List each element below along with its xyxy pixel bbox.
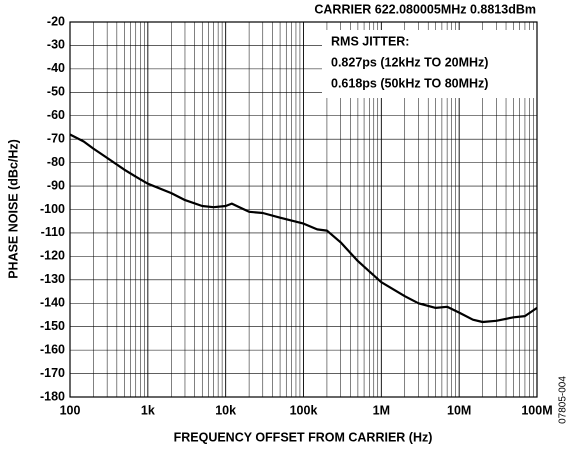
y-tick-label: -120 <box>40 249 65 263</box>
y-tick-label: -30 <box>47 38 65 52</box>
y-tick-label: -70 <box>47 131 65 145</box>
x-tick-label: 1M <box>373 403 390 417</box>
y-tick-label: -50 <box>47 85 65 99</box>
x-tick-label: 100 <box>60 403 81 417</box>
y-tick-label: -140 <box>40 296 65 310</box>
y-tick-label: -110 <box>41 225 65 239</box>
x-axis-label: FREQUENCY OFFSET FROM CARRIER (Hz) <box>174 430 433 444</box>
x-tick-label: 100M <box>521 403 552 417</box>
y-tick-label: -160 <box>40 342 65 356</box>
y-tick-label: -150 <box>40 319 65 333</box>
y-tick-label: -100 <box>40 202 65 216</box>
y-tick-label: -130 <box>40 272 65 286</box>
annotation: 0.827ps (12kHz TO 20MHz) <box>331 55 488 69</box>
x-tick-label: 10M <box>447 403 471 417</box>
y-tick-label: -180 <box>40 389 65 403</box>
y-tick-label: -80 <box>47 155 65 169</box>
annotation-box <box>322 30 537 98</box>
y-tick-label: -90 <box>47 178 65 192</box>
y-tick-label: -170 <box>40 366 65 380</box>
figure-id: 07805-004 <box>558 376 569 424</box>
chart-title: CARRIER 622.080005MHz 0.8813dBm <box>314 2 536 16</box>
y-tick-label: -60 <box>47 108 65 122</box>
x-tick-label: 100k <box>290 403 318 417</box>
y-axis-label: PHASE NOISE (dBc/Hz) <box>6 139 20 279</box>
annotation: RMS JITTER: <box>331 34 409 48</box>
y-tick-label: -20 <box>47 14 65 28</box>
y-tick-label: -40 <box>47 61 65 75</box>
line <box>69 133 538 324</box>
plot-frame <box>69 21 538 398</box>
x-tick-label: 1k <box>141 403 155 417</box>
x-tick-label: 10k <box>215 403 236 417</box>
annotation: 0.618ps (50kHz TO 80MHz) <box>331 76 488 90</box>
